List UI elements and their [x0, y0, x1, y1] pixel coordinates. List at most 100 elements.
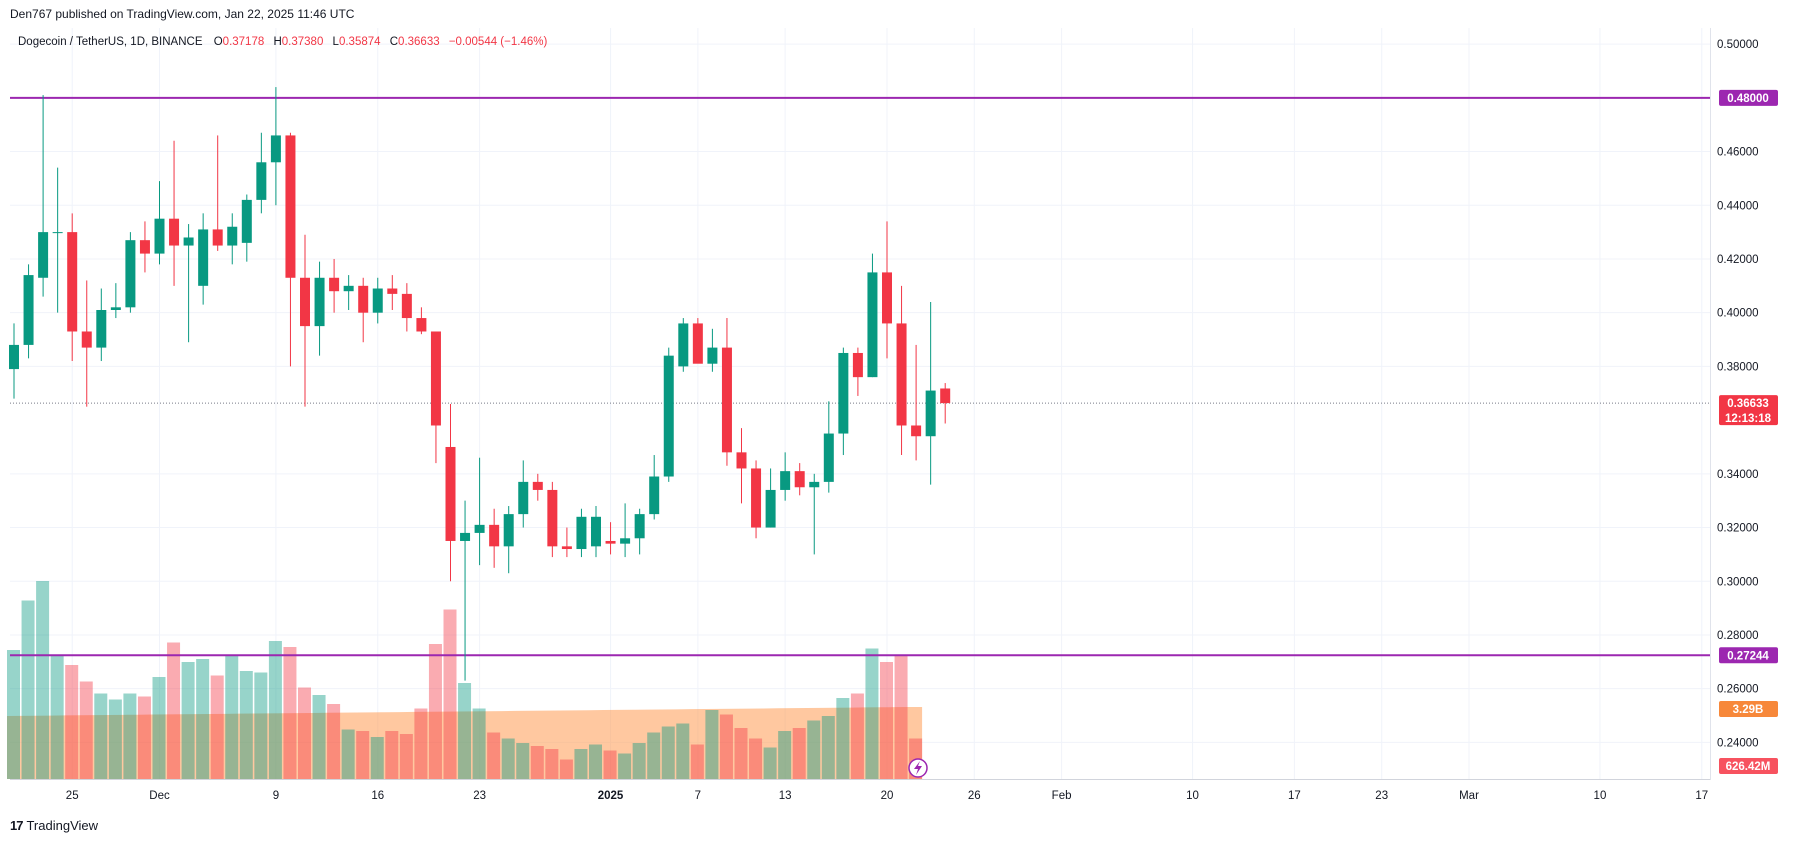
price-tick-label: 0.50000 [1717, 39, 1759, 51]
candle-body [852, 352, 863, 378]
volume-bar [79, 681, 93, 779]
candle-body [154, 218, 165, 254]
volume-bar [545, 749, 559, 779]
volume-bar [618, 753, 632, 779]
volume-bar [385, 731, 399, 779]
candle-body [460, 532, 471, 541]
candle-body [780, 471, 791, 490]
price-tick-label: 0.44000 [1717, 200, 1759, 212]
candle-body [489, 524, 500, 547]
time-tick-label: 25 [66, 790, 79, 802]
candle-body [707, 347, 718, 364]
time-tick-label: Mar [1459, 790, 1479, 802]
candle-body [23, 275, 34, 345]
candle-body [605, 540, 616, 544]
candle-body [736, 452, 747, 469]
candle-body [561, 546, 572, 550]
volume-bar [850, 693, 864, 779]
candle-body [401, 293, 412, 319]
volume-bars [7, 581, 923, 779]
volume-bar [676, 723, 690, 779]
candle-body [649, 476, 660, 515]
candle-body [518, 481, 529, 515]
candle-body [139, 240, 150, 254]
time-tick-label: 20 [881, 790, 894, 802]
volume-bar [341, 729, 355, 779]
legend-l-value: 0.35874 [339, 36, 381, 48]
volume-bar [356, 731, 370, 779]
volume-bar [501, 738, 515, 779]
candle-body [721, 347, 732, 453]
volume-bar [167, 642, 181, 779]
candle-body [183, 237, 194, 246]
candle-body [576, 516, 587, 550]
candle-body [343, 285, 354, 292]
candle-body [227, 226, 238, 246]
candles[interactable] [9, 87, 951, 681]
lightning-icon[interactable] [908, 758, 928, 778]
volume-bar [836, 698, 850, 779]
volume-bar [880, 662, 893, 779]
footer: 17 TradingView [10, 818, 98, 833]
volume-bar [108, 699, 122, 779]
time-tick-label: 7 [695, 790, 701, 802]
candle-body [300, 277, 310, 327]
candle-body [547, 489, 558, 547]
volume-bar [719, 714, 733, 779]
volume-last-tag: 626.42M [1719, 758, 1778, 774]
candle-body [110, 307, 121, 310]
volume-bar [894, 654, 908, 779]
legend-c-value: 0.36633 [398, 36, 440, 48]
legend-o-label: O [214, 36, 223, 48]
legend-o-value: 0.37178 [223, 36, 265, 48]
volume-bar [778, 731, 792, 779]
candle-body [241, 199, 252, 243]
price-axis-line [1710, 28, 1711, 780]
volume-bar [472, 708, 486, 779]
candle-body [96, 310, 107, 348]
svg-text:Dogecoin / TetherUS, 1D, BINAN: Dogecoin / TetherUS, 1D, BINANCE O0.3717… [18, 36, 547, 48]
volume-bar [487, 732, 501, 779]
candle-body [329, 277, 340, 292]
last-price-tag-box [1719, 395, 1778, 426]
volume-bar [690, 744, 704, 779]
candle-body [285, 135, 296, 278]
time-tick-label: 17 [1695, 790, 1708, 802]
candle-body [430, 331, 441, 426]
candle-body [925, 390, 936, 437]
level-tag-box [1719, 89, 1778, 106]
volume-ma-fill [7, 707, 923, 779]
volume-bar [530, 746, 544, 779]
candle-body [911, 425, 922, 437]
volume-bar [225, 656, 239, 779]
level-tag: 0.27244 [1719, 647, 1778, 664]
volume-bar [152, 677, 166, 779]
candle-body [416, 318, 427, 332]
volume-bar [254, 672, 268, 779]
price-tick-label: 0.32000 [1717, 523, 1759, 535]
candle-body [212, 229, 223, 246]
volume-bar [283, 647, 297, 779]
volume-bar [559, 759, 573, 779]
candle-body [794, 471, 805, 488]
price-tick-label: 0.30000 [1717, 576, 1759, 588]
volume-bar [196, 659, 210, 779]
candle-body [474, 524, 485, 533]
volume-bar [632, 743, 646, 779]
volume-bar [21, 600, 35, 779]
time-tick-label: 23 [473, 790, 486, 802]
horizontal-levels[interactable] [10, 96, 1710, 657]
volume-bar [210, 675, 224, 779]
price-tick-label: 0.34000 [1717, 469, 1759, 481]
tradingview-logo-icon: 17 [10, 818, 24, 833]
last-price-tag: 0.36633 12:13:18 [1719, 395, 1778, 426]
candle-body [198, 229, 209, 286]
time-tick-label: 10 [1594, 790, 1607, 802]
candle-body [751, 468, 762, 528]
time-tick-label: 23 [1375, 790, 1388, 802]
level-tag-box [1719, 647, 1778, 664]
price-tick-label: 0.42000 [1717, 254, 1759, 266]
volume-bar [399, 734, 413, 779]
price-tick-label: 0.40000 [1717, 308, 1759, 320]
